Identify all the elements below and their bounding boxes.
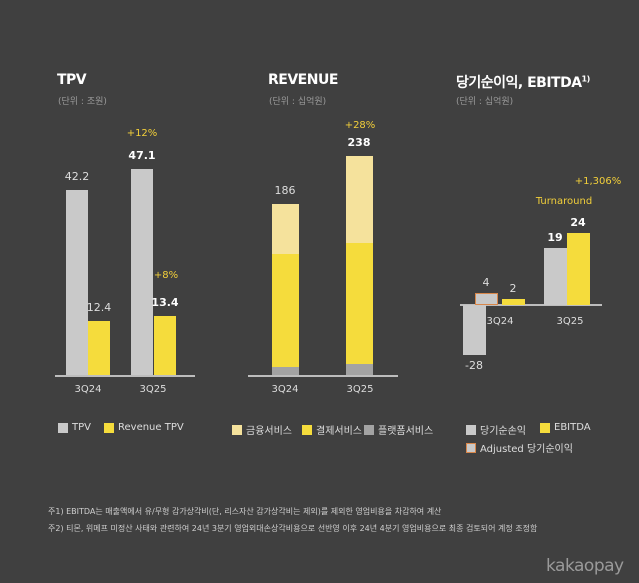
netincome-cat-3q24: 3Q24 — [486, 316, 514, 327]
netincome-title: 당기순이익, EBITDA1) — [456, 74, 590, 91]
revenue-title: REVENUE — [268, 72, 338, 88]
netincome-value-label: -28 — [465, 359, 483, 373]
netincome-unit: (단위 : 십억원) — [456, 97, 514, 107]
tpv-cat-3q24: 3Q24 — [74, 384, 102, 395]
tpv-bar-0-0 — [66, 190, 88, 375]
revenue-segment-1-1 — [346, 243, 373, 364]
legend-revenue-tpv: Revenue TPV — [104, 422, 184, 433]
legend-adjusted: Adjusted 당기순이익 — [466, 440, 573, 455]
netincome-bar-0-0 — [463, 305, 486, 356]
tpv-title: TPV — [57, 72, 87, 88]
footnote-1: 주1) EBITDA는 매출액에서 유/무형 감가상각비(단, 리스자산 감가상… — [48, 507, 442, 516]
netincome-axis — [460, 304, 602, 306]
netincome-bar-1-0 — [475, 293, 498, 305]
revenue-segment-0-1 — [346, 363, 373, 375]
turnaround-label: Turnaround — [535, 196, 593, 207]
tpv-value-label: 12.4 — [86, 300, 112, 314]
legend-tpv: TPV — [58, 422, 91, 433]
tpv-value-label: 13.4 — [151, 296, 179, 310]
tpv-growth: +12% — [126, 128, 158, 139]
tpv-cat-3q25: 3Q25 — [139, 384, 167, 395]
tpv-axis — [55, 375, 195, 377]
legend-ebitda: EBITDA — [540, 422, 591, 433]
revenue-tpv-growth: +8% — [153, 270, 179, 281]
netincome-bar-0-1 — [544, 248, 567, 305]
revenue-segment-0-0 — [272, 366, 299, 375]
tpv-bar-1-1 — [154, 316, 176, 375]
footnote-2: 주2) 티몬, 위메프 미정산 사태와 관련하여 24년 3분기 영업외대손상각… — [48, 524, 538, 533]
legend-netincome: 당기순손익 — [466, 422, 526, 437]
revenue-total-label: 238 — [347, 136, 371, 150]
netincome-cat-3q25: 3Q25 — [556, 316, 584, 327]
tpv-value-label: 42.2 — [64, 170, 90, 184]
revenue-segment-2-1 — [346, 156, 373, 244]
tpv-bar-1-0 — [88, 320, 110, 375]
revenue-unit: (단위 : 십억원) — [269, 97, 327, 107]
tpv-bar-0-1 — [131, 168, 153, 375]
revenue-cat-3q25: 3Q25 — [346, 384, 374, 395]
tpv-unit: (단위 : 조원) — [58, 97, 107, 107]
revenue-segment-1-0 — [272, 253, 299, 367]
netincome-value-label: 19 — [547, 231, 563, 244]
revenue-segment-2-0 — [272, 203, 299, 254]
revenue-growth: +28% — [344, 120, 376, 131]
revenue-cat-3q24: 3Q24 — [271, 384, 299, 395]
netincome-value-label: 24 — [570, 216, 586, 229]
legend-financial: 금융서비스 — [232, 422, 292, 437]
tpv-value-label: 47.1 — [128, 148, 156, 162]
revenue-axis — [248, 375, 398, 377]
netincome-value-label: 4 — [482, 276, 490, 289]
netincome-bar-2-0 — [502, 299, 525, 305]
legend-platform: 플랫폼서비스 — [364, 422, 433, 437]
netincome-value-label: 2 — [509, 282, 517, 295]
revenue-total-label: 186 — [274, 183, 296, 197]
netincome-bar-2-1 — [567, 233, 590, 305]
netincome-growth: +1,306% — [574, 176, 622, 187]
legend-payment: 결제서비스 — [302, 422, 362, 437]
kakaopay-logo: kakaopay — [546, 556, 624, 576]
